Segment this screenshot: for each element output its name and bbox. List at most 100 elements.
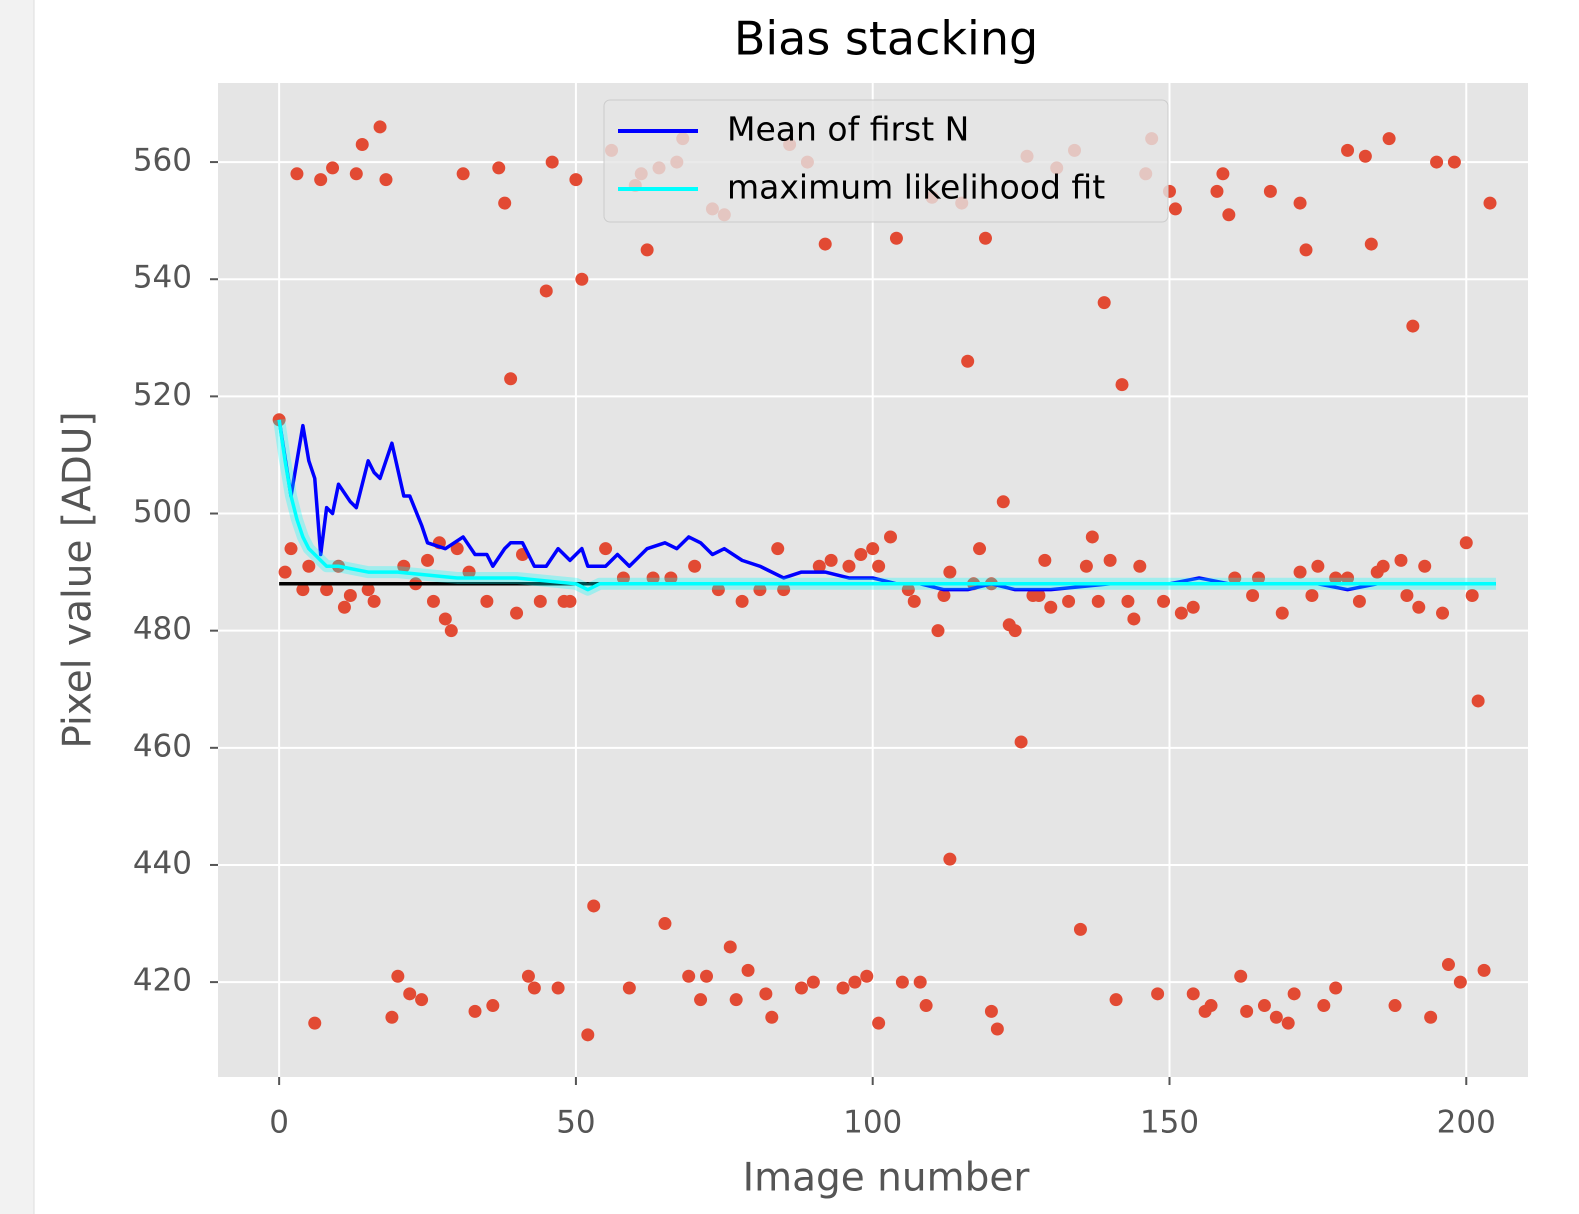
data-point — [735, 594, 749, 608]
data-point — [575, 272, 589, 286]
data-point — [640, 243, 654, 257]
data-point — [1210, 184, 1224, 198]
data-point — [385, 1010, 399, 1024]
y-tick-label: 440 — [133, 845, 192, 881]
data-point — [961, 354, 975, 368]
data-point — [1382, 132, 1396, 146]
data-point — [1329, 571, 1343, 585]
data-point — [1477, 963, 1491, 977]
data-point — [1085, 530, 1099, 544]
data-point — [1168, 202, 1182, 216]
data-point — [1465, 589, 1479, 603]
data-point — [349, 167, 363, 181]
data-point — [1293, 196, 1307, 210]
data-point — [1447, 155, 1461, 169]
data-point — [1436, 606, 1450, 620]
data-point — [1287, 987, 1301, 1001]
data-point — [836, 981, 850, 995]
data-point — [1091, 594, 1105, 608]
data-point — [1311, 559, 1325, 573]
data-point — [480, 594, 494, 608]
data-point — [1430, 155, 1444, 169]
data-point — [771, 542, 785, 556]
y-tick-label: 460 — [133, 728, 192, 764]
data-point — [1151, 987, 1165, 1001]
data-point — [937, 589, 951, 603]
data-point — [682, 969, 696, 983]
data-point — [1358, 149, 1372, 163]
data-point — [1133, 559, 1147, 573]
legend-label: maximum likelihood fit — [727, 168, 1105, 207]
data-point — [379, 173, 393, 187]
data-point — [866, 542, 880, 556]
data-point — [1305, 589, 1319, 603]
data-point — [741, 963, 755, 977]
data-point — [403, 987, 417, 1001]
data-point — [1073, 922, 1087, 936]
data-point — [308, 1016, 322, 1030]
data-point — [1376, 559, 1390, 573]
data-point — [278, 565, 292, 579]
data-point — [1341, 571, 1355, 585]
data-point — [527, 981, 541, 995]
data-point — [1234, 969, 1248, 983]
data-point — [895, 975, 909, 989]
data-point — [1263, 184, 1277, 198]
data-point — [1115, 378, 1129, 392]
data-point — [1459, 536, 1473, 550]
data-point — [391, 969, 405, 983]
data-point — [498, 196, 512, 210]
data-point — [1471, 694, 1485, 708]
data-point — [1127, 612, 1141, 626]
data-point — [664, 571, 678, 585]
data-point — [551, 981, 565, 995]
data-point — [1275, 606, 1289, 620]
data-point — [907, 594, 921, 608]
data-point — [290, 167, 304, 181]
data-point — [1269, 1010, 1283, 1024]
x-tick-label: 0 — [269, 1105, 289, 1141]
data-point — [581, 1028, 595, 1042]
data-point — [1228, 571, 1242, 585]
x-tick-label: 150 — [1140, 1105, 1199, 1141]
data-point — [1281, 1016, 1295, 1030]
data-point — [889, 231, 903, 245]
data-point — [314, 173, 328, 187]
data-point — [302, 559, 316, 573]
data-point — [1400, 589, 1414, 603]
data-point — [1406, 319, 1420, 333]
y-tick-label: 520 — [133, 377, 192, 413]
data-point — [456, 167, 470, 181]
legend-label: Mean of first N — [727, 110, 969, 149]
side-strip — [0, 0, 34, 1214]
data-point — [1293, 565, 1307, 579]
data-point — [438, 612, 452, 626]
line — [277, 419, 1496, 592]
data-point — [658, 917, 672, 931]
data-point — [913, 975, 927, 989]
data-point — [320, 583, 334, 597]
data-point — [973, 542, 987, 556]
data-point — [616, 571, 630, 585]
x-tick-label: 50 — [556, 1105, 595, 1141]
data-point — [569, 173, 583, 187]
data-point — [931, 624, 945, 638]
data-point — [545, 155, 559, 169]
data-point — [860, 969, 874, 983]
data-point — [326, 161, 340, 175]
data-point — [984, 1004, 998, 1018]
data-point — [1109, 993, 1123, 1007]
x-tick-label: 200 — [1437, 1105, 1496, 1141]
data-point — [397, 559, 411, 573]
data-point — [694, 993, 708, 1007]
y-axis-label: Pixel value [ADU] — [56, 411, 101, 748]
data-point — [711, 583, 725, 597]
data-point — [842, 559, 856, 573]
y-tick-label: 500 — [133, 494, 192, 530]
chart-title: Bias stacking — [734, 12, 1038, 66]
data-point — [426, 594, 440, 608]
data-point — [533, 594, 547, 608]
data-point — [943, 565, 957, 579]
data-point — [700, 969, 714, 983]
data-point — [1079, 559, 1093, 573]
